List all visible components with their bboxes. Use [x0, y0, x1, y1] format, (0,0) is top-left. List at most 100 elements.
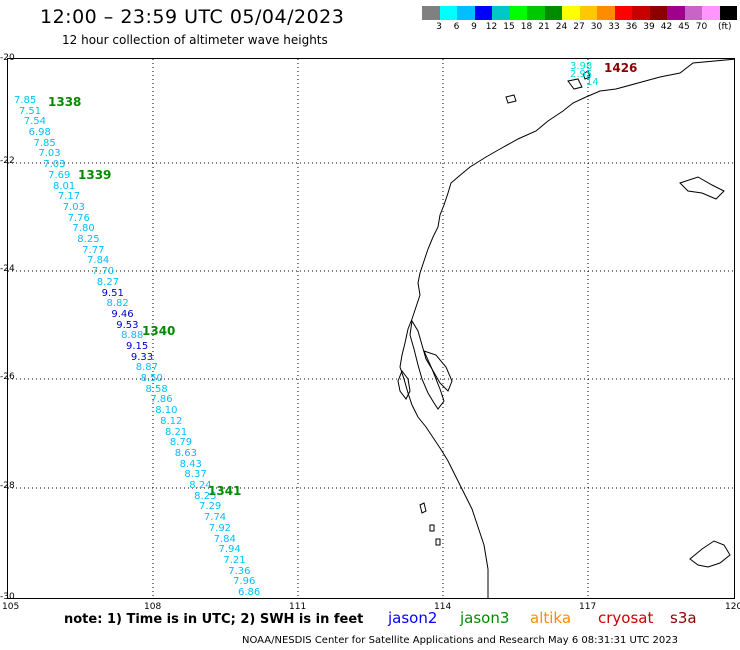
- satellite-legend-item: altika: [530, 609, 572, 627]
- wave-height-reading: 7.80: [72, 223, 95, 235]
- latitude-label: -26: [0, 372, 15, 382]
- wave-height-reading: 8.88: [121, 330, 144, 342]
- satellite-legend-item: cryosat: [598, 609, 654, 627]
- latitude-label: -30: [0, 592, 15, 602]
- scale-swatch: [667, 6, 685, 20]
- scale-swatch: [614, 6, 632, 20]
- scale-swatch: [684, 6, 702, 20]
- wave-height-reading: 8.43: [179, 458, 202, 470]
- wave-height-reading: 7.94: [218, 544, 241, 556]
- latitude-label: -24: [0, 264, 15, 274]
- wave-height-reading: 7.85: [14, 95, 37, 106]
- graticule: [8, 59, 734, 598]
- scale-label: 42: [660, 22, 673, 32]
- longitude-label: 108: [144, 602, 162, 612]
- map-canvas: [8, 59, 734, 598]
- wave-height-reading: 7.03: [62, 201, 85, 213]
- wave-height-reading: 8.24: [189, 480, 212, 492]
- wave-height-reading: 7.74: [203, 512, 227, 524]
- scale-label: 15: [503, 22, 515, 32]
- wave-height-reading: 7.96: [233, 576, 256, 588]
- wave-height-reading: 8.25: [194, 490, 217, 502]
- wave-height-reading: 8.50: [140, 373, 163, 385]
- pass-label: 1340: [142, 324, 176, 338]
- wave-height-reading: 7.54: [23, 116, 46, 128]
- latitude-label: -20: [0, 53, 15, 63]
- wave-height-reading: 9.15: [126, 341, 149, 352]
- credit-line: NOAA/NESDIS Center for Satellite Applica…: [242, 635, 678, 646]
- scale-swatch: [474, 6, 492, 20]
- wave-height-reading: 7.69: [48, 169, 71, 181]
- scale-swatch: [492, 6, 510, 20]
- wave-height-reading: 8.21: [164, 426, 188, 438]
- wave-height-reading: 7.85: [33, 137, 56, 149]
- latitude-label: -22: [0, 156, 15, 166]
- wave-height-reading: 6.86: [238, 587, 261, 598]
- scale-label: 33: [608, 22, 620, 32]
- scale-swatch: [632, 6, 650, 20]
- wave-height-reading: 9.33: [130, 351, 154, 363]
- scale-swatch: [422, 6, 440, 20]
- wave-height-reading: 9.51: [101, 287, 124, 299]
- scale-label: 12: [485, 22, 498, 32]
- scale-label: 70: [695, 22, 708, 32]
- scale-swatch: [649, 6, 667, 20]
- scale-swatch: [457, 6, 475, 20]
- satellite-legend-item: jason3: [460, 609, 510, 627]
- wave-height-reading: 8.87: [135, 362, 158, 374]
- map-title: 12:00 – 23:59 UTC 05/04/2023: [40, 6, 345, 28]
- wave-height-reading: 8.25: [77, 234, 100, 246]
- longitude-label: 114: [434, 602, 452, 612]
- wave-height-reading: 7.21: [223, 554, 246, 566]
- wave-height-reading: 7.70: [91, 266, 115, 278]
- wave-height-reading: 7.17: [57, 191, 81, 203]
- scale-swatch: [544, 6, 562, 20]
- coastal-reading: 2.95: [570, 69, 593, 80]
- pass-label: 1426: [604, 61, 638, 75]
- scale-label: 27: [573, 22, 585, 32]
- wave-height-reading: 6.98: [28, 127, 51, 139]
- color-scale-labels: 3 6 9 12 15 18 21 24 27 30 33 36 39 42 45 70: [422, 22, 740, 34]
- wave-height-reading: 8.79: [169, 437, 193, 449]
- scale-swatch: [509, 6, 527, 20]
- note-text: note: 1) Time is in UTC; 2) SWH is in fe…: [64, 612, 364, 627]
- longitude-label: 111: [289, 602, 307, 612]
- scale-unit-label: (ft): [718, 22, 732, 32]
- scale-swatch: [527, 6, 545, 20]
- latitude-label: -28: [0, 481, 15, 491]
- longitude-label: 105: [2, 602, 20, 612]
- pass-label: 1338: [48, 95, 82, 109]
- wave-height-reading: 7.84: [213, 533, 236, 545]
- wave-height-reading: 7.92: [208, 522, 232, 534]
- coastline: [397, 59, 734, 598]
- wave-height-reading: 9.46: [111, 308, 134, 320]
- scale-swatch: [439, 6, 457, 20]
- wave-height-reading: 7.03: [43, 159, 66, 171]
- wave-height-reading: 7.86: [150, 394, 173, 406]
- wave-height-reading: 8.58: [145, 383, 168, 395]
- scale-label: 6: [453, 22, 460, 32]
- coastal-reading: 14: [586, 77, 599, 88]
- scale-label: 9: [471, 22, 477, 32]
- scale-swatch: [719, 6, 737, 20]
- wave-height-reading: 8.12: [160, 415, 183, 427]
- scale-swatch: [702, 6, 720, 20]
- scale-swatch: [562, 6, 580, 20]
- wave-height-reading: 7.84: [87, 255, 110, 267]
- wave-height-reading: 8.37: [184, 469, 207, 481]
- longitude-label: 117: [579, 602, 597, 612]
- scale-label: 36: [625, 22, 638, 32]
- wave-height-reading: 8.27: [96, 276, 120, 288]
- scale-label: 30: [590, 22, 603, 32]
- wave-height-reading: 7.29: [199, 501, 222, 513]
- wave-height-reading: 7.77: [82, 244, 105, 256]
- coastal-reading: 3.98: [570, 61, 593, 72]
- scale-label: 24: [555, 22, 568, 32]
- scale-label: 18: [520, 22, 533, 32]
- wave-height-reading: 7.03: [38, 148, 61, 160]
- wave-height-reading: 7.76: [67, 212, 90, 224]
- map-panel: [7, 58, 735, 599]
- map-subtitle: 12 hour collection of altimeter wave hei…: [62, 33, 328, 47]
- pass-label: 1341: [208, 484, 242, 498]
- satellite-legend-item: jason2: [388, 609, 438, 627]
